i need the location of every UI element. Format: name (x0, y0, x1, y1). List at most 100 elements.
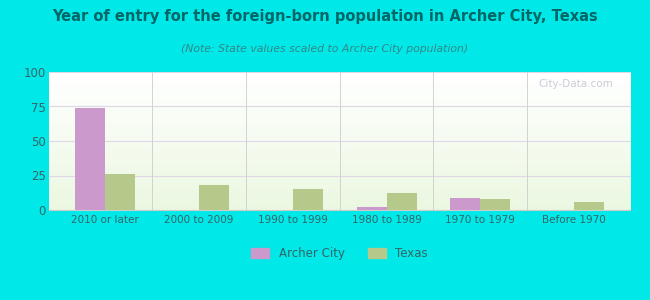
Bar (49, 148, 630, 149)
Bar (387, 194, 417, 210)
Legend: Archer City, Texas: Archer City, Texas (246, 242, 433, 265)
Bar (49, 90, 630, 91)
Bar (49, 181, 630, 182)
Bar (49, 185, 630, 186)
Bar (49, 149, 630, 150)
Bar (49, 195, 630, 196)
Bar (49, 192, 630, 193)
Bar (49, 95, 630, 96)
Bar (49, 94, 630, 95)
Bar (49, 134, 630, 135)
Bar (49, 129, 630, 130)
Bar (49, 187, 630, 188)
Bar (49, 111, 630, 112)
Bar (49, 110, 630, 111)
Text: Year of entry for the foreign-born population in Archer City, Texas: Year of entry for the foreign-born popul… (52, 9, 598, 24)
Bar (49, 100, 630, 101)
Bar (49, 160, 630, 161)
Bar (49, 133, 630, 134)
Bar (49, 132, 630, 133)
Bar (49, 105, 630, 106)
Bar (49, 167, 630, 168)
Bar (49, 202, 630, 203)
Bar (49, 80, 630, 81)
Bar (49, 174, 630, 175)
Bar (49, 83, 630, 84)
Bar (49, 122, 630, 123)
Bar (49, 141, 630, 142)
Bar (292, 189, 323, 210)
Bar (49, 124, 630, 125)
Bar (49, 109, 630, 110)
Bar (49, 208, 630, 209)
Bar (49, 146, 630, 147)
Bar (49, 118, 630, 119)
Bar (49, 144, 630, 145)
Bar (49, 207, 630, 208)
Bar (49, 180, 630, 181)
Bar (49, 196, 630, 197)
Bar (49, 189, 630, 190)
Bar (49, 198, 630, 199)
Bar (49, 81, 630, 82)
Bar (49, 121, 630, 122)
Bar (49, 188, 630, 189)
Bar (49, 163, 630, 164)
Bar (49, 194, 630, 195)
Bar (49, 191, 630, 192)
Bar (49, 106, 630, 107)
Bar (49, 158, 630, 159)
Bar (49, 91, 630, 92)
Bar (49, 97, 630, 98)
Bar (49, 170, 630, 171)
Bar (49, 77, 630, 78)
Bar (49, 112, 630, 113)
Bar (49, 73, 630, 74)
Bar (49, 147, 630, 148)
Bar (49, 176, 630, 177)
Bar (49, 140, 630, 141)
Bar (49, 150, 630, 151)
Bar (49, 209, 630, 210)
Bar (49, 120, 630, 121)
Bar (49, 154, 630, 155)
Bar (49, 203, 630, 204)
Bar (199, 185, 229, 210)
Bar (49, 173, 630, 174)
Bar (49, 177, 630, 178)
Bar (49, 93, 630, 94)
Bar (49, 171, 630, 172)
Bar (49, 82, 630, 83)
Bar (49, 96, 630, 97)
Bar (49, 128, 630, 129)
Bar (49, 130, 630, 131)
Bar (49, 197, 630, 198)
Bar (49, 117, 630, 118)
Bar (49, 202, 630, 203)
Bar (49, 172, 630, 173)
Bar (49, 168, 630, 169)
Bar (49, 72, 630, 73)
Bar (49, 116, 630, 117)
Bar (49, 102, 630, 103)
Bar (49, 155, 630, 156)
Bar (49, 190, 630, 191)
Bar (49, 76, 630, 77)
Bar (49, 159, 630, 160)
Bar (49, 107, 630, 108)
Bar (49, 139, 630, 140)
Bar (49, 87, 630, 88)
Bar (49, 79, 630, 80)
Bar (49, 151, 630, 152)
Bar (49, 165, 630, 166)
Bar (49, 74, 630, 75)
Bar (49, 127, 630, 128)
Bar (49, 184, 630, 185)
Bar (49, 125, 630, 126)
Bar (49, 205, 630, 206)
Bar (49, 145, 630, 146)
Bar (49, 135, 630, 136)
Bar (49, 99, 630, 100)
Bar (49, 89, 630, 90)
Bar (49, 92, 630, 93)
